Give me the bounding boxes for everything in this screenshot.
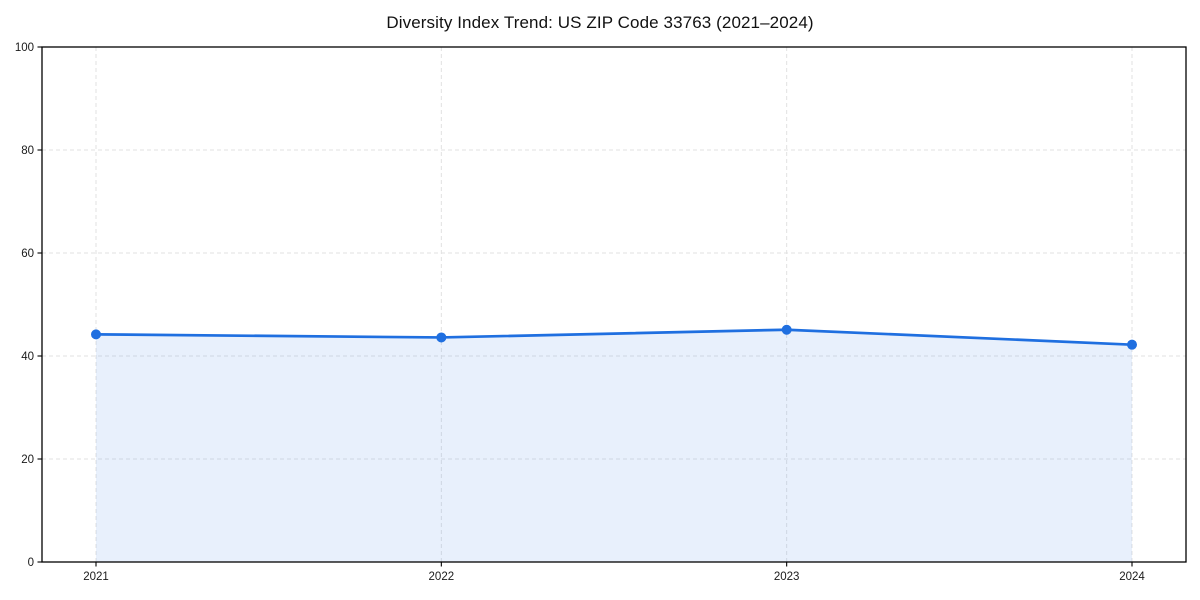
- data-point: [781, 324, 792, 335]
- data-point: [1127, 339, 1137, 350]
- x-tick-label: 2023: [774, 571, 800, 583]
- y-tick-label: 40: [21, 351, 34, 363]
- x-tick-label: 2022: [429, 571, 455, 583]
- axes-spines: [41, 46, 1187, 563]
- x-tick-label: 2021: [83, 571, 109, 583]
- x-tick-label: 2024: [1119, 571, 1145, 583]
- data-point: [436, 332, 447, 343]
- y-tick-label: 80: [21, 145, 34, 157]
- y-tick-label: 100: [15, 42, 34, 54]
- chart-title: Diversity Index Trend: US ZIP Code 33763…: [386, 13, 814, 32]
- y-tick-label: 0: [28, 557, 34, 569]
- trend-line: [94, 328, 1134, 347]
- data-point: [91, 329, 101, 340]
- area-fill: [96, 329, 1132, 562]
- y-tick-label: 20: [21, 454, 34, 466]
- y-tick-label: 60: [21, 248, 34, 260]
